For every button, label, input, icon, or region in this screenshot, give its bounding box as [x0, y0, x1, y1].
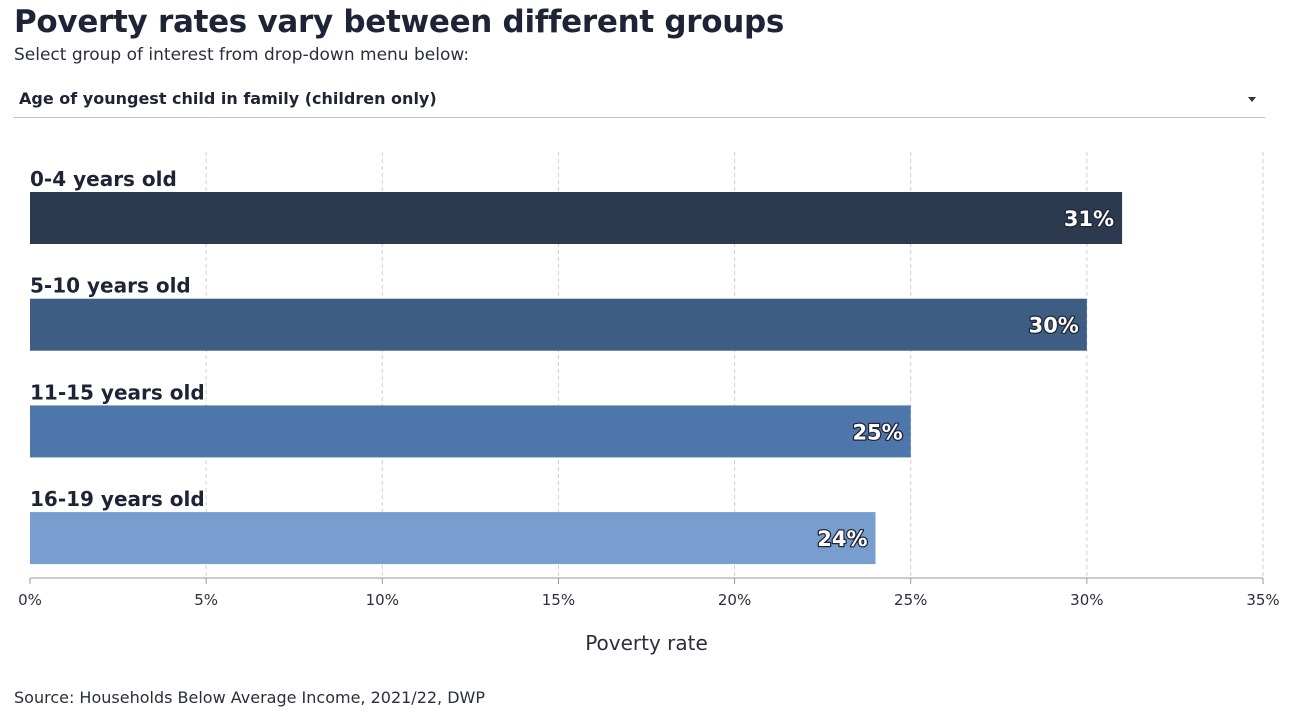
x-tick-label: 20% — [718, 591, 751, 609]
page-subtitle: Select group of interest from drop-down … — [14, 45, 470, 65]
data-label: 24% — [817, 527, 867, 551]
x-tick-label: 30% — [1070, 591, 1103, 609]
category-label: 0-4 years old — [30, 167, 177, 191]
category-label: 16-19 years old — [30, 487, 205, 511]
category-label: 11-15 years old — [30, 380, 205, 404]
x-tick-label: 35% — [1246, 591, 1279, 609]
bar — [30, 298, 1087, 351]
x-tick-label: 15% — [542, 591, 575, 609]
source-note: Source: Households Below Average Income,… — [14, 688, 486, 707]
x-tick-label: 10% — [366, 591, 399, 609]
caret-down-icon[interactable] — [1248, 97, 1256, 102]
data-label: 31% — [1064, 207, 1114, 231]
bar — [30, 405, 911, 458]
data-label: 30% — [1029, 314, 1079, 338]
group-select-dropdown[interactable]: Age of youngest child in family (childre… — [13, 82, 1265, 118]
x-tick-label: 5% — [194, 591, 218, 609]
bar — [30, 512, 876, 565]
x-tick-label: 0% — [18, 591, 42, 609]
dropdown-selected-value: Age of youngest child in family (childre… — [19, 89, 437, 108]
x-axis-title: Poverty rate — [585, 631, 708, 655]
x-tick-label: 25% — [894, 591, 927, 609]
page-title: Poverty rates vary between different gro… — [14, 4, 785, 40]
data-label: 25% — [852, 420, 902, 444]
category-label: 5-10 years old — [30, 274, 191, 298]
bar — [30, 192, 1123, 244]
